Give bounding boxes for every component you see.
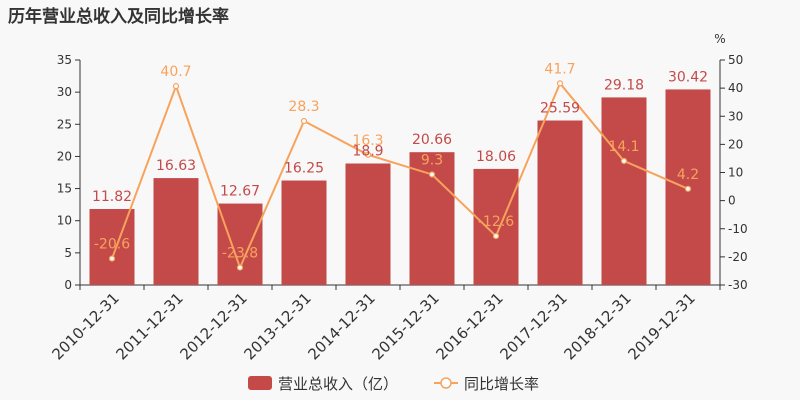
right-tick-label: 50 <box>728 53 743 67</box>
x-tick-label: 2011-12-31 <box>112 289 186 363</box>
x-tick-label: 2014-12-31 <box>304 289 378 363</box>
revenue-value-label: 25.59 <box>540 100 580 116</box>
x-tick-label: 2013-12-31 <box>240 289 314 363</box>
revenue-bar[interactable] <box>601 97 647 286</box>
growth-line-path <box>111 81 689 271</box>
x-tick-label: 2019-12-31 <box>624 289 698 363</box>
growth-line <box>108 80 692 271</box>
right-tick-label: -20 <box>728 250 748 264</box>
growth-value-label: 41.7 <box>544 61 575 77</box>
growth-value-label: -20.6 <box>94 237 130 253</box>
data-labels: 11.82 16.63 12.67 16.25 18.9 20.66 18.06 25.59 2… <box>92 61 708 261</box>
x-tick-label: 2016-12-31 <box>432 289 506 363</box>
growth-point[interactable] <box>556 80 564 87</box>
right-tick-label: 30 <box>728 109 743 123</box>
growth-value-label: 4.2 <box>677 167 699 183</box>
revenue-value-label: 12.67 <box>220 184 260 200</box>
growth-value-label: 9.3 <box>421 152 443 168</box>
legend-item-growth[interactable]: 同比增长率 <box>434 375 539 393</box>
left-tick-label: 15 <box>57 182 72 196</box>
growth-point[interactable] <box>108 255 116 262</box>
legend-swatch-revenue <box>248 376 272 390</box>
revenue-value-label: 30.42 <box>668 69 708 85</box>
right-tick-label: -10 <box>728 222 748 236</box>
right-tick-label: 40 <box>728 81 743 95</box>
growth-point[interactable] <box>236 264 244 271</box>
growth-point[interactable] <box>172 83 180 90</box>
revenue-bar[interactable] <box>217 203 263 285</box>
growth-point[interactable] <box>428 171 436 178</box>
x-tick-label: 2015-12-31 <box>368 289 442 363</box>
revenue-bar[interactable] <box>345 163 391 286</box>
revenue-bars <box>89 89 711 286</box>
growth-value-label: 16.3 <box>352 133 383 149</box>
revenue-value-label: 18.9 <box>352 144 383 160</box>
revenue-value-label: 20.66 <box>412 132 452 148</box>
legend-label-growth: 同比增长率 <box>464 375 539 393</box>
growth-value-label: 40.7 <box>160 64 191 80</box>
growth-point[interactable] <box>300 117 308 125</box>
growth-value-label: -23.8 <box>222 246 258 262</box>
left-tick-label: 30 <box>57 85 72 99</box>
legend-swatch-growth-marker <box>440 377 452 389</box>
growth-value-label: -12.6 <box>478 214 514 230</box>
legend: 营业总收入（亿） 同比增长率 <box>248 375 539 393</box>
left-tick-label: 25 <box>57 117 72 131</box>
chart-title: 历年营业总收入及同比增长率 <box>8 6 229 27</box>
right-tick-label: 20 <box>728 137 743 151</box>
x-tick-label: 2010-12-31 <box>48 289 122 363</box>
revenue-bar[interactable] <box>153 178 199 285</box>
revenue-bar[interactable] <box>89 209 135 285</box>
revenue-bar[interactable] <box>537 120 583 285</box>
left-tick-label: 10 <box>57 214 72 228</box>
legend-label-revenue: 营业总收入（亿） <box>278 375 398 393</box>
revenue-value-label: 18.06 <box>476 149 516 165</box>
right-axis-unit-label: % <box>714 32 725 46</box>
growth-point[interactable] <box>684 185 692 192</box>
x-tick-label: 2012-12-31 <box>176 289 250 363</box>
revenue-value-label: 16.63 <box>156 158 196 174</box>
growth-value-label: 28.3 <box>288 99 319 115</box>
x-tick-label: 2017-12-31 <box>496 289 570 363</box>
revenue-value-label: 29.18 <box>604 77 644 93</box>
revenue-value-label: 11.82 <box>92 189 132 205</box>
right-tick-label: -30 <box>728 278 748 292</box>
revenue-bar[interactable] <box>281 180 327 285</box>
left-tick-label: 20 <box>57 149 72 163</box>
growth-value-label: 14.1 <box>608 139 639 155</box>
growth-point[interactable] <box>620 157 628 165</box>
x-tick-labels: 2010-12-312011-12-312012-12-312013-12-31… <box>48 289 698 363</box>
x-tick-label: 2018-12-31 <box>560 289 634 363</box>
left-tick-label: 35 <box>57 53 72 67</box>
revenue-bar[interactable] <box>473 168 519 285</box>
right-tick-label: 10 <box>728 166 743 180</box>
legend-item-revenue[interactable]: 营业总收入（亿） <box>248 375 398 393</box>
revenue-value-label: 16.25 <box>284 161 324 177</box>
right-tick-label: 0 <box>728 194 736 208</box>
growth-point[interactable] <box>364 151 372 158</box>
growth-point[interactable] <box>492 232 500 240</box>
left-tick-label: 0 <box>64 278 72 292</box>
left-tick-label: 5 <box>64 246 72 260</box>
